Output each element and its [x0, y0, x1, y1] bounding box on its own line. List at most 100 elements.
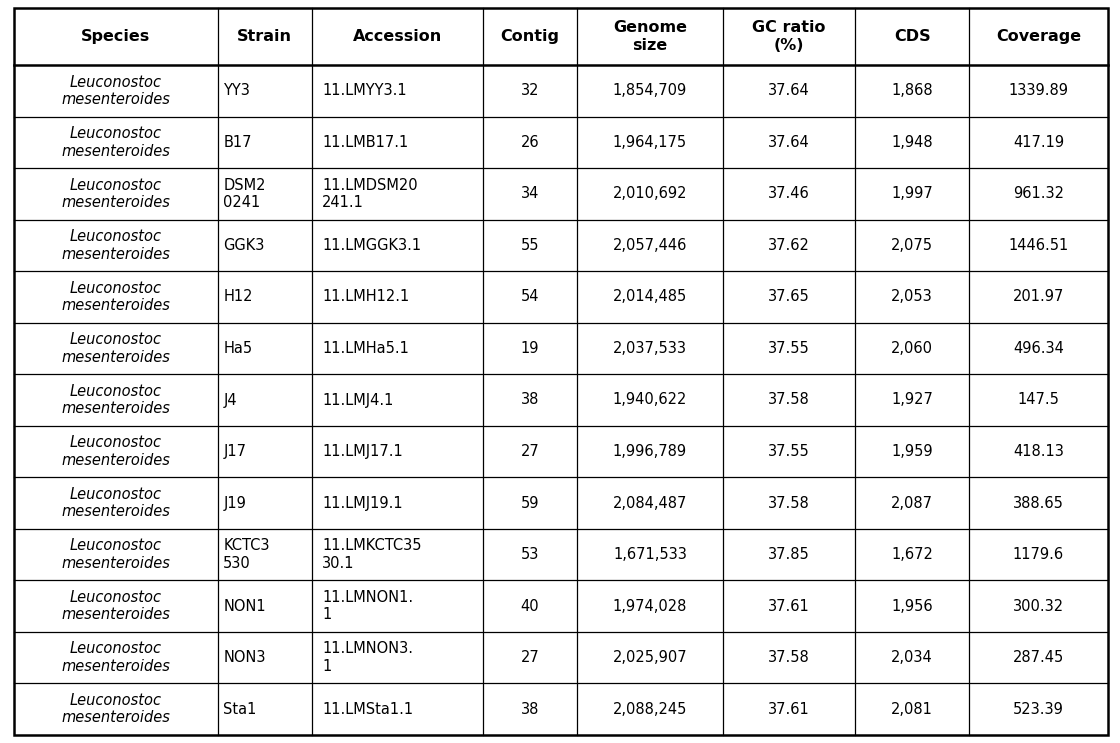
Text: 1,959: 1,959	[892, 444, 933, 459]
Text: 2,075: 2,075	[892, 238, 933, 253]
Text: 1339.89: 1339.89	[1008, 83, 1068, 98]
Text: 11.LMGGK3.1: 11.LMGGK3.1	[321, 238, 421, 253]
Text: 147.5: 147.5	[1017, 392, 1060, 407]
Text: 287.45: 287.45	[1012, 650, 1064, 665]
Text: 40: 40	[521, 599, 540, 614]
Text: 11.LMJ17.1: 11.LMJ17.1	[321, 444, 403, 459]
Text: 37.58: 37.58	[768, 496, 810, 510]
Text: 418.13: 418.13	[1012, 444, 1064, 459]
Text: Ha5: Ha5	[223, 341, 252, 356]
Text: H12: H12	[223, 290, 253, 305]
Text: 11.LMNON3.
1: 11.LMNON3. 1	[321, 641, 413, 674]
Text: 11.LMH12.1: 11.LMH12.1	[321, 290, 409, 305]
Text: 37.62: 37.62	[768, 238, 810, 253]
Text: 53: 53	[521, 547, 539, 562]
Text: 37.55: 37.55	[768, 341, 810, 356]
Text: 37.58: 37.58	[768, 392, 810, 407]
Text: 19: 19	[521, 341, 540, 356]
Text: 37.64: 37.64	[768, 83, 810, 98]
Text: 1,672: 1,672	[892, 547, 933, 562]
Text: NON1: NON1	[223, 599, 265, 614]
Text: 1,671,533: 1,671,533	[613, 547, 687, 562]
Text: Leuconostoc
mesenteroides: Leuconostoc mesenteroides	[62, 332, 170, 365]
Text: 37.65: 37.65	[768, 290, 810, 305]
Text: GC ratio
(%): GC ratio (%)	[753, 20, 825, 53]
Text: 59: 59	[521, 496, 540, 510]
Text: 496.34: 496.34	[1012, 341, 1064, 356]
Text: 201.97: 201.97	[1012, 290, 1064, 305]
Text: 11.LMHa5.1: 11.LMHa5.1	[321, 341, 409, 356]
Text: 2,010,692: 2,010,692	[613, 186, 688, 201]
Text: 1,974,028: 1,974,028	[613, 599, 687, 614]
Text: Genome
size: Genome size	[613, 20, 687, 53]
Text: 2,053: 2,053	[892, 290, 933, 305]
Text: Leuconostoc
mesenteroides: Leuconostoc mesenteroides	[62, 435, 170, 468]
Text: 1,996,789: 1,996,789	[613, 444, 687, 459]
Text: 2,014,485: 2,014,485	[613, 290, 687, 305]
Text: Coverage: Coverage	[996, 29, 1081, 44]
Text: 2,081: 2,081	[892, 701, 933, 717]
Text: 1,927: 1,927	[892, 392, 933, 407]
Text: Leuconostoc
mesenteroides: Leuconostoc mesenteroides	[62, 693, 170, 725]
Text: 11.LMKCTC35
30.1: 11.LMKCTC35 30.1	[321, 539, 421, 571]
Text: 27: 27	[521, 650, 540, 665]
Text: 2,087: 2,087	[892, 496, 933, 510]
Text: 11.LMYY3.1: 11.LMYY3.1	[321, 83, 407, 98]
Text: Leuconostoc
mesenteroides: Leuconostoc mesenteroides	[62, 74, 170, 107]
Text: 961.32: 961.32	[1012, 186, 1064, 201]
Text: Leuconostoc
mesenteroides: Leuconostoc mesenteroides	[62, 590, 170, 623]
Text: B17: B17	[223, 134, 252, 150]
Text: 2,037,533: 2,037,533	[613, 341, 687, 356]
Text: Species: Species	[81, 29, 150, 44]
Text: Contig: Contig	[501, 29, 560, 44]
Text: 1,948: 1,948	[892, 134, 933, 150]
Text: 37.61: 37.61	[768, 701, 810, 717]
Text: 11.LMB17.1: 11.LMB17.1	[321, 134, 408, 150]
Text: Strain: Strain	[237, 29, 292, 44]
Text: 11.LMJ4.1: 11.LMJ4.1	[321, 392, 393, 407]
Text: 37.61: 37.61	[768, 599, 810, 614]
Text: 11.LMDSM20
241.1: 11.LMDSM20 241.1	[321, 178, 418, 210]
Text: 2,025,907: 2,025,907	[613, 650, 688, 665]
Text: 32: 32	[521, 83, 540, 98]
Text: 26: 26	[521, 134, 540, 150]
Text: 1,964,175: 1,964,175	[613, 134, 687, 150]
Text: 1,940,622: 1,940,622	[613, 392, 687, 407]
Text: Leuconostoc
mesenteroides: Leuconostoc mesenteroides	[62, 178, 170, 210]
Text: KCTC3
530: KCTC3 530	[223, 539, 270, 571]
Text: 38: 38	[521, 701, 539, 717]
Text: 11.LMJ19.1: 11.LMJ19.1	[321, 496, 402, 510]
Text: Leuconostoc
mesenteroides: Leuconostoc mesenteroides	[62, 641, 170, 674]
Text: Leuconostoc
mesenteroides: Leuconostoc mesenteroides	[62, 229, 170, 262]
Text: 2,088,245: 2,088,245	[613, 701, 687, 717]
Text: 27: 27	[521, 444, 540, 459]
Text: 2,060: 2,060	[892, 341, 933, 356]
Text: 11.LMNON1.
1: 11.LMNON1. 1	[321, 590, 413, 623]
Text: 2,034: 2,034	[892, 650, 933, 665]
Text: 1,868: 1,868	[892, 83, 933, 98]
Text: 2,057,446: 2,057,446	[613, 238, 687, 253]
Text: 37.55: 37.55	[768, 444, 810, 459]
Text: GGK3: GGK3	[223, 238, 264, 253]
Text: 54: 54	[521, 290, 540, 305]
Text: YY3: YY3	[223, 83, 250, 98]
Text: 2,084,487: 2,084,487	[613, 496, 687, 510]
Text: 55: 55	[521, 238, 540, 253]
Text: Leuconostoc
mesenteroides: Leuconostoc mesenteroides	[62, 281, 170, 313]
Text: Leuconostoc
mesenteroides: Leuconostoc mesenteroides	[62, 384, 170, 416]
Text: 37.46: 37.46	[768, 186, 810, 201]
Text: 34: 34	[521, 186, 539, 201]
Text: 11.LMSta1.1: 11.LMSta1.1	[321, 701, 413, 717]
Text: 37.58: 37.58	[768, 650, 810, 665]
Text: 1179.6: 1179.6	[1012, 547, 1064, 562]
Text: Leuconostoc
mesenteroides: Leuconostoc mesenteroides	[62, 126, 170, 158]
Text: J17: J17	[223, 444, 246, 459]
Text: 1,854,709: 1,854,709	[613, 83, 687, 98]
Text: CDS: CDS	[894, 29, 931, 44]
Text: 1,997: 1,997	[892, 186, 933, 201]
Text: 388.65: 388.65	[1012, 496, 1064, 510]
Text: Accession: Accession	[353, 29, 442, 44]
Text: 300.32: 300.32	[1012, 599, 1064, 614]
Text: Sta1: Sta1	[223, 701, 256, 717]
Text: Leuconostoc
mesenteroides: Leuconostoc mesenteroides	[62, 539, 170, 571]
